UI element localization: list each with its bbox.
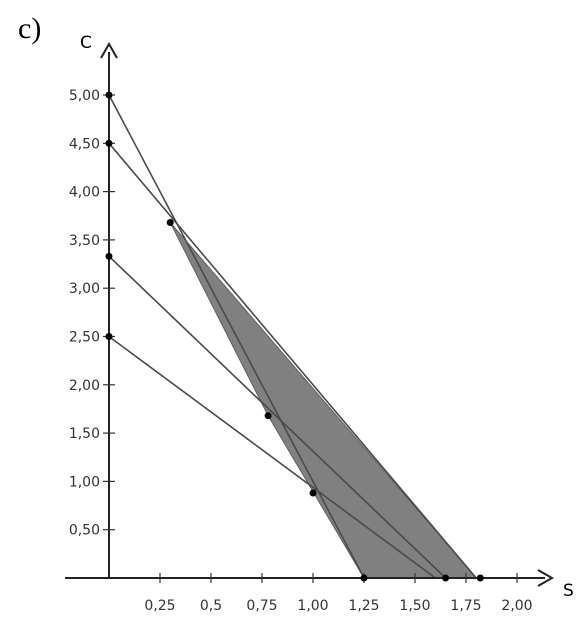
x-tick-label: 2,00 xyxy=(501,598,532,614)
data-point xyxy=(105,91,113,99)
y-tick-label: 0,50 xyxy=(69,523,100,539)
y-tick-label: 2,00 xyxy=(69,378,100,394)
y-tick-label: 3,50 xyxy=(69,233,100,249)
y-tick-label: 1,00 xyxy=(69,474,100,490)
x-tick-label: 1,00 xyxy=(297,598,328,614)
y-tick-label: 1,50 xyxy=(69,426,100,442)
x-tick-label: 1,75 xyxy=(450,598,481,614)
y-tick-label: 5,00 xyxy=(69,88,100,104)
y-axis-title: C xyxy=(80,33,92,53)
data-point xyxy=(442,574,450,582)
x-axis-title: S xyxy=(563,581,574,601)
x-tick-label: 1,50 xyxy=(399,598,430,614)
y-tick-label: 2,50 xyxy=(69,330,100,346)
data-point xyxy=(166,219,174,227)
x-axis-arrow xyxy=(537,569,555,587)
constraint-line-3 xyxy=(108,255,447,579)
y-tick-label: 3,00 xyxy=(69,281,100,297)
constraint-line-2 xyxy=(108,142,477,579)
figure-part-label: c) xyxy=(18,12,41,45)
x-tick-label: 1,25 xyxy=(348,598,379,614)
y-tick-label: 4,00 xyxy=(69,185,100,201)
data-point xyxy=(264,412,272,420)
y-tick-label: 4,50 xyxy=(69,136,100,152)
data-point xyxy=(309,489,317,497)
y-axis-arrow xyxy=(100,41,118,59)
constraint-line-1 xyxy=(108,94,365,579)
x-tick-label: 0,25 xyxy=(144,598,175,614)
constraint-line-4 xyxy=(108,335,436,579)
data-point xyxy=(105,252,113,260)
data-point xyxy=(360,574,368,582)
data-point xyxy=(105,333,113,340)
data-point xyxy=(105,139,113,147)
data-point xyxy=(476,574,484,582)
x-tick-label: 0,5 xyxy=(200,598,222,614)
x-tick-label: 0,75 xyxy=(246,598,277,614)
